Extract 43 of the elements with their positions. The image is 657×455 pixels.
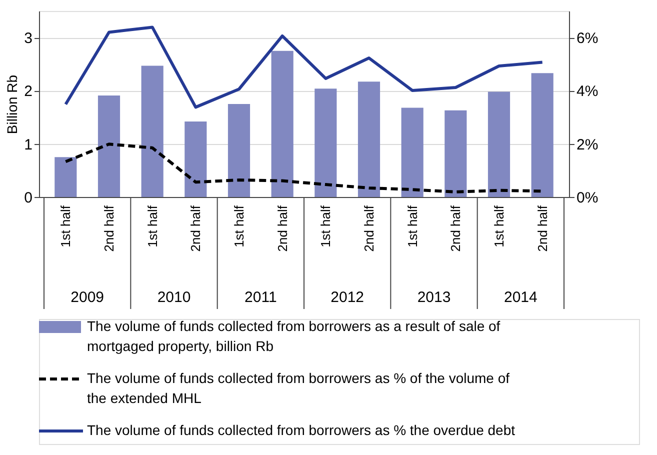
text: 2011 [244,289,277,306]
legend-label: The volume of funds collected from borrowers as % of the volume of the extended MHL [87,370,510,406]
legend-label: The volume of funds collected from borrowers as a result of sale of mortgaged property, billion Rb [87,318,500,354]
bar [141,66,164,197]
y2-tick-label: 0% [576,190,598,206]
bar [358,82,380,197]
bar [314,88,337,197]
bar [184,122,207,197]
y2-tick-label: 6% [576,30,598,48]
text: 2009 [70,289,104,306]
x-tick-label: 2nd half [102,205,116,252]
x-tick-label: 1st half [492,205,506,248]
bar [271,50,294,197]
text: 2014 [504,289,538,306]
bar [98,95,120,197]
x-tick-label: 2nd half [534,205,550,252]
bar [488,92,510,197]
x-tick-label: 1st half [144,205,160,248]
bar [54,157,77,197]
y2-tick-label: 2% [576,136,598,154]
legend-label: The volume of funds collected from borrowers as % the overdue debt [87,422,516,438]
y-axis-title: Billion Rb [4,74,20,134]
text: 2010 [157,289,191,306]
y2-tick-label: 4% [576,83,598,100]
text: 2013 [417,289,451,306]
bar [401,108,424,197]
x-tick-label: 2nd half [448,205,464,252]
text: 2012 [330,289,364,306]
y-tick-label: 2 [24,83,32,100]
x-tick-label: 2nd half [362,205,376,252]
bar [531,73,554,197]
line-series [64,26,544,109]
x-tick-label: 2nd half [188,205,204,252]
x-tick-label: 1st half [232,205,246,248]
x-tick-label: 1st half [58,205,74,248]
bar [228,104,250,197]
bar [444,110,467,197]
x-tick-label: 1st half [404,205,420,248]
x-tick-label: 1st half [318,205,334,248]
x-tick-label: 2nd half [274,205,290,252]
y-tick-label: 1 [24,136,32,154]
y-tick-label: 3 [24,30,32,48]
y-tick-label: 0 [24,190,32,206]
